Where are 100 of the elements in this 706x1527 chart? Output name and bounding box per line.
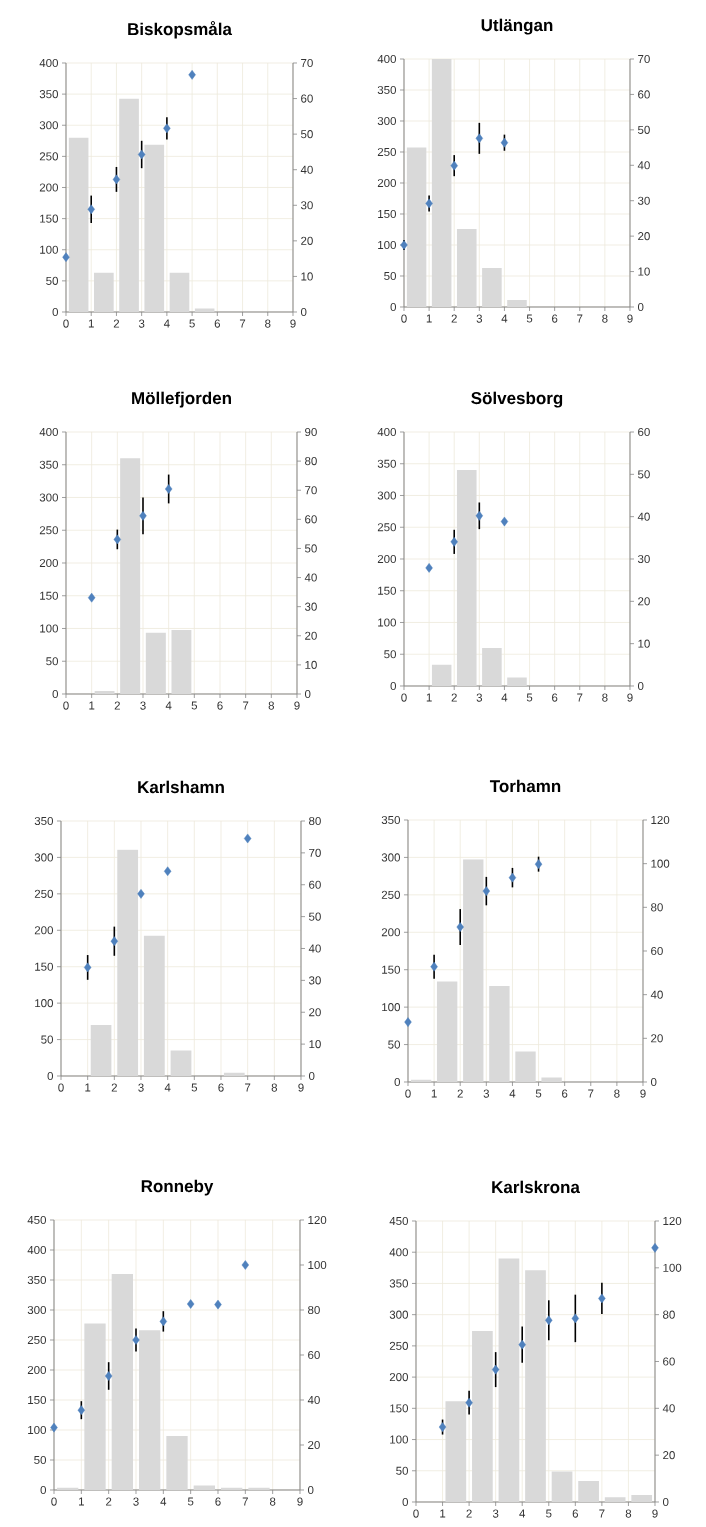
point xyxy=(492,1364,500,1375)
bar xyxy=(94,691,115,694)
x-tick-label: 6 xyxy=(215,1497,221,1506)
y2-tick-label: 90 xyxy=(305,427,317,437)
bar xyxy=(410,1079,432,1082)
point xyxy=(465,1397,473,1408)
point xyxy=(113,534,121,545)
y2-tick-label: 70 xyxy=(309,848,321,857)
x-tick-label: 3 xyxy=(140,701,146,710)
y2-tick-label: 10 xyxy=(309,1040,321,1049)
y2-tick-label: 60 xyxy=(308,1350,320,1360)
y2-tick-label: 80 xyxy=(305,457,317,466)
y2-tick-label: 40 xyxy=(650,990,663,999)
x-tick-label: 9 xyxy=(294,701,300,710)
x-tick-label: 4 xyxy=(165,701,172,710)
y2-tick-label: 30 xyxy=(637,196,650,205)
y2-tick-label: 40 xyxy=(308,944,321,953)
point xyxy=(187,1299,195,1309)
x-tick-label: 2 xyxy=(451,314,457,323)
x-tick-label: 6 xyxy=(214,319,221,328)
y-tick-label: 150 xyxy=(378,586,397,595)
y2-tick-label: 120 xyxy=(308,1215,327,1225)
x-tick-label: 3 xyxy=(133,1497,139,1506)
y-tick-label: 100 xyxy=(390,1435,409,1444)
x-tick-label: 2 xyxy=(457,1089,463,1098)
point xyxy=(112,174,121,185)
y2-tick-label: 100 xyxy=(651,859,670,868)
y2-tick-label: 40 xyxy=(637,161,650,170)
point xyxy=(500,137,509,148)
bar xyxy=(93,272,114,312)
point xyxy=(404,1017,412,1027)
point xyxy=(482,886,490,896)
y-tick-label: 250 xyxy=(377,147,397,157)
x-tick-label: 4 xyxy=(164,1083,171,1092)
point xyxy=(105,1371,113,1381)
x-tick-label: 7 xyxy=(243,701,249,710)
point xyxy=(545,1315,553,1326)
point xyxy=(425,198,433,209)
bar xyxy=(166,1435,188,1490)
point xyxy=(165,484,173,494)
point xyxy=(241,1260,249,1270)
bar xyxy=(170,1050,192,1076)
bar xyxy=(406,147,427,307)
y2-tick-label: 40 xyxy=(637,512,650,521)
y2-tick-label: 50 xyxy=(637,125,650,134)
y-tick-label: 250 xyxy=(389,1341,409,1350)
bar xyxy=(507,677,527,686)
point xyxy=(163,123,171,134)
bar xyxy=(248,1487,270,1490)
y-tick-label: 0 xyxy=(47,1071,54,1081)
x-tick-label: 9 xyxy=(627,314,633,323)
bar xyxy=(117,849,139,1076)
y2-tick-label: 0 xyxy=(307,1485,314,1495)
y-tick-label: 200 xyxy=(377,554,397,564)
point xyxy=(500,516,509,527)
bar xyxy=(525,1270,546,1502)
chart-title: Sölvesborg xyxy=(471,391,563,408)
x-tick-label: 5 xyxy=(526,693,533,702)
bar xyxy=(119,98,139,312)
x-tick-label: 5 xyxy=(526,314,533,323)
y-tick-label: 400 xyxy=(377,54,397,64)
x-tick-label: 3 xyxy=(476,314,483,323)
bar xyxy=(194,308,215,312)
y-tick-label: 150 xyxy=(382,965,401,974)
bar xyxy=(111,1273,133,1490)
y2-tick-label: 80 xyxy=(663,1310,675,1319)
x-tick-label: 5 xyxy=(189,319,195,328)
point xyxy=(132,1335,140,1345)
y2-tick-label: 20 xyxy=(308,1440,320,1450)
y2-tick-label: 10 xyxy=(305,660,317,669)
x-tick-label: 7 xyxy=(577,693,583,702)
bar xyxy=(431,59,452,307)
x-tick-label: 9 xyxy=(298,1083,304,1092)
x-tick-label: 9 xyxy=(627,693,633,702)
y-tick-label: 100 xyxy=(40,624,59,633)
y-tick-label: 400 xyxy=(377,427,397,437)
y-tick-label: 200 xyxy=(377,178,397,188)
y-tick-label: 300 xyxy=(39,121,59,130)
point xyxy=(138,149,146,160)
y-tick-label: 300 xyxy=(381,853,401,862)
x-tick-label: 9 xyxy=(297,1497,303,1506)
x-tick-label: 9 xyxy=(640,1089,646,1098)
bar xyxy=(482,268,502,307)
x-tick-label: 8 xyxy=(625,1509,632,1518)
x-tick-label: 9 xyxy=(290,319,296,328)
y2-tick-label: 0 xyxy=(308,1071,315,1081)
bar xyxy=(145,632,166,694)
y-tick-label: 400 xyxy=(27,1245,47,1255)
y2-tick-label: 100 xyxy=(663,1263,682,1272)
y2-tick-label: 50 xyxy=(308,912,321,921)
point xyxy=(475,511,483,521)
x-tick-label: 4 xyxy=(509,1089,516,1098)
bar xyxy=(456,470,477,686)
y2-tick-label: 40 xyxy=(662,1404,675,1413)
y-tick-label: 350 xyxy=(34,816,54,826)
bar xyxy=(144,144,165,312)
y-tick-label: 200 xyxy=(381,928,401,937)
y2-tick-label: 40 xyxy=(307,1395,320,1405)
x-tick-label: 7 xyxy=(239,319,246,328)
y-tick-label: 200 xyxy=(34,926,54,935)
